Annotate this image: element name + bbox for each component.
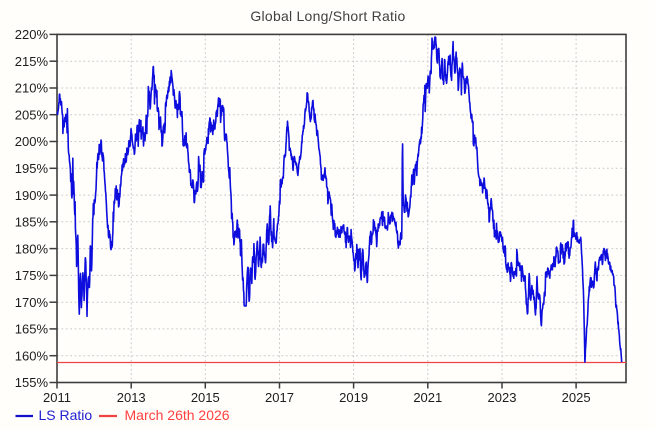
svg-text:Global Long/Short Ratio: Global Long/Short Ratio (250, 8, 405, 24)
svg-text:180%: 180% (15, 241, 49, 256)
svg-text:185%: 185% (15, 215, 49, 230)
svg-text:160%: 160% (15, 348, 49, 363)
svg-text:2017: 2017 (265, 390, 294, 405)
svg-text:210%: 210% (15, 81, 49, 96)
svg-text:190%: 190% (15, 188, 49, 203)
svg-text:2013: 2013 (117, 390, 146, 405)
svg-text:2025: 2025 (562, 390, 591, 405)
svg-text:195%: 195% (15, 161, 49, 176)
svg-text:205%: 205% (15, 107, 49, 122)
svg-text:165%: 165% (15, 322, 49, 337)
svg-text:170%: 170% (15, 295, 49, 310)
svg-text:2015: 2015 (191, 390, 220, 405)
svg-text:2021: 2021 (413, 390, 442, 405)
svg-text:2023: 2023 (488, 390, 517, 405)
svg-text:2019: 2019 (339, 390, 368, 405)
svg-text:175%: 175% (15, 268, 49, 283)
svg-text:March 26th 2026: March 26th 2026 (125, 407, 230, 423)
svg-text:2011: 2011 (43, 390, 71, 405)
svg-text:200%: 200% (15, 134, 49, 149)
svg-text:215%: 215% (15, 54, 49, 69)
svg-text:LS Ratio: LS Ratio (39, 407, 93, 423)
svg-text:220%: 220% (15, 27, 49, 42)
svg-text:155%: 155% (15, 375, 49, 390)
